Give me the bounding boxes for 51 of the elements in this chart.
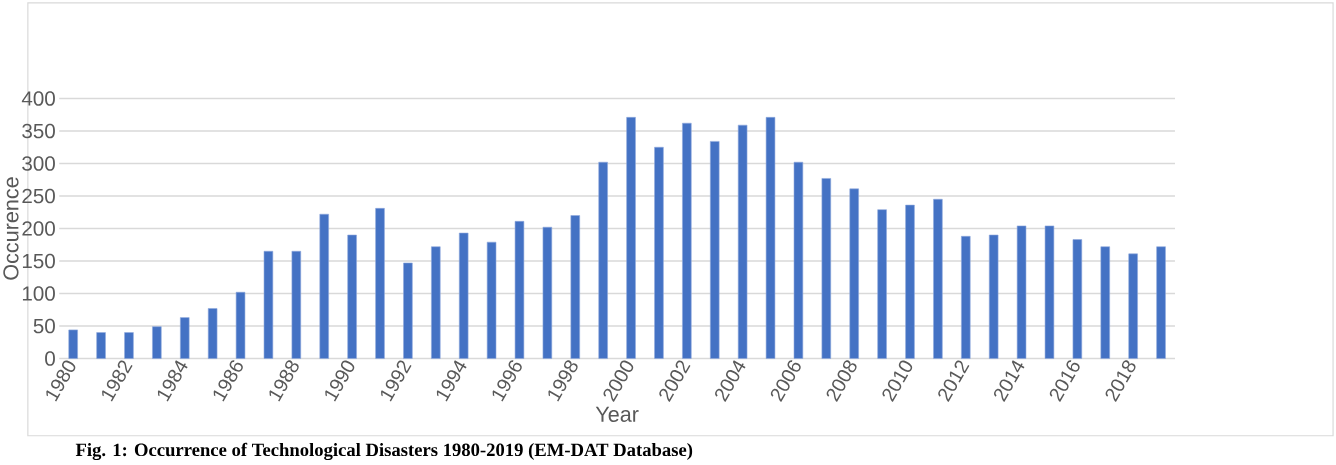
bar <box>486 241 497 359</box>
bar <box>654 146 664 359</box>
bar <box>458 232 469 359</box>
bar <box>431 246 441 359</box>
bar <box>1100 246 1110 359</box>
bar <box>124 332 134 359</box>
bar <box>765 116 776 359</box>
bar <box>263 250 274 359</box>
bar <box>961 235 971 359</box>
bar <box>988 234 999 359</box>
bar <box>821 178 832 359</box>
bar <box>152 326 162 359</box>
bar <box>1128 253 1138 359</box>
bar <box>1156 246 1166 359</box>
y-tick-label: 300 <box>22 156 55 171</box>
bar <box>849 188 859 359</box>
bar <box>68 329 78 359</box>
y-tick-label: 50 <box>33 318 55 334</box>
bar <box>905 204 915 359</box>
x-axis-title: Year <box>595 406 639 422</box>
bar <box>682 122 692 359</box>
bar <box>737 124 748 359</box>
y-tick-label: 100 <box>22 286 55 301</box>
bar <box>877 209 887 359</box>
bar <box>1016 225 1027 359</box>
y-tick-label: 200 <box>22 221 55 236</box>
bar <box>403 262 413 359</box>
bar <box>375 207 385 359</box>
bar <box>570 215 580 359</box>
bar <box>793 161 804 359</box>
bar <box>598 161 608 359</box>
bar <box>933 198 943 359</box>
y-tick-label: 250 <box>22 188 55 204</box>
text: Fig. 1: Occurrence of Technological Disasters 1980-2019 (EM-DAT Database) <box>75 442 693 460</box>
bar <box>207 308 218 359</box>
bar <box>347 234 357 359</box>
bar <box>626 116 636 359</box>
bar <box>235 291 246 359</box>
bar <box>319 213 329 359</box>
bar <box>542 226 553 359</box>
y-axis-title: Occurence <box>3 177 19 280</box>
bar <box>1072 239 1083 359</box>
bar <box>291 250 302 359</box>
bar <box>710 141 720 359</box>
bar <box>96 332 106 359</box>
bar <box>1044 225 1055 359</box>
y-tick-label: 350 <box>22 123 55 139</box>
y-tick-label: 150 <box>22 253 55 269</box>
y-tick-label: 400 <box>21 91 55 106</box>
bar <box>514 220 525 359</box>
bar <box>180 317 190 359</box>
